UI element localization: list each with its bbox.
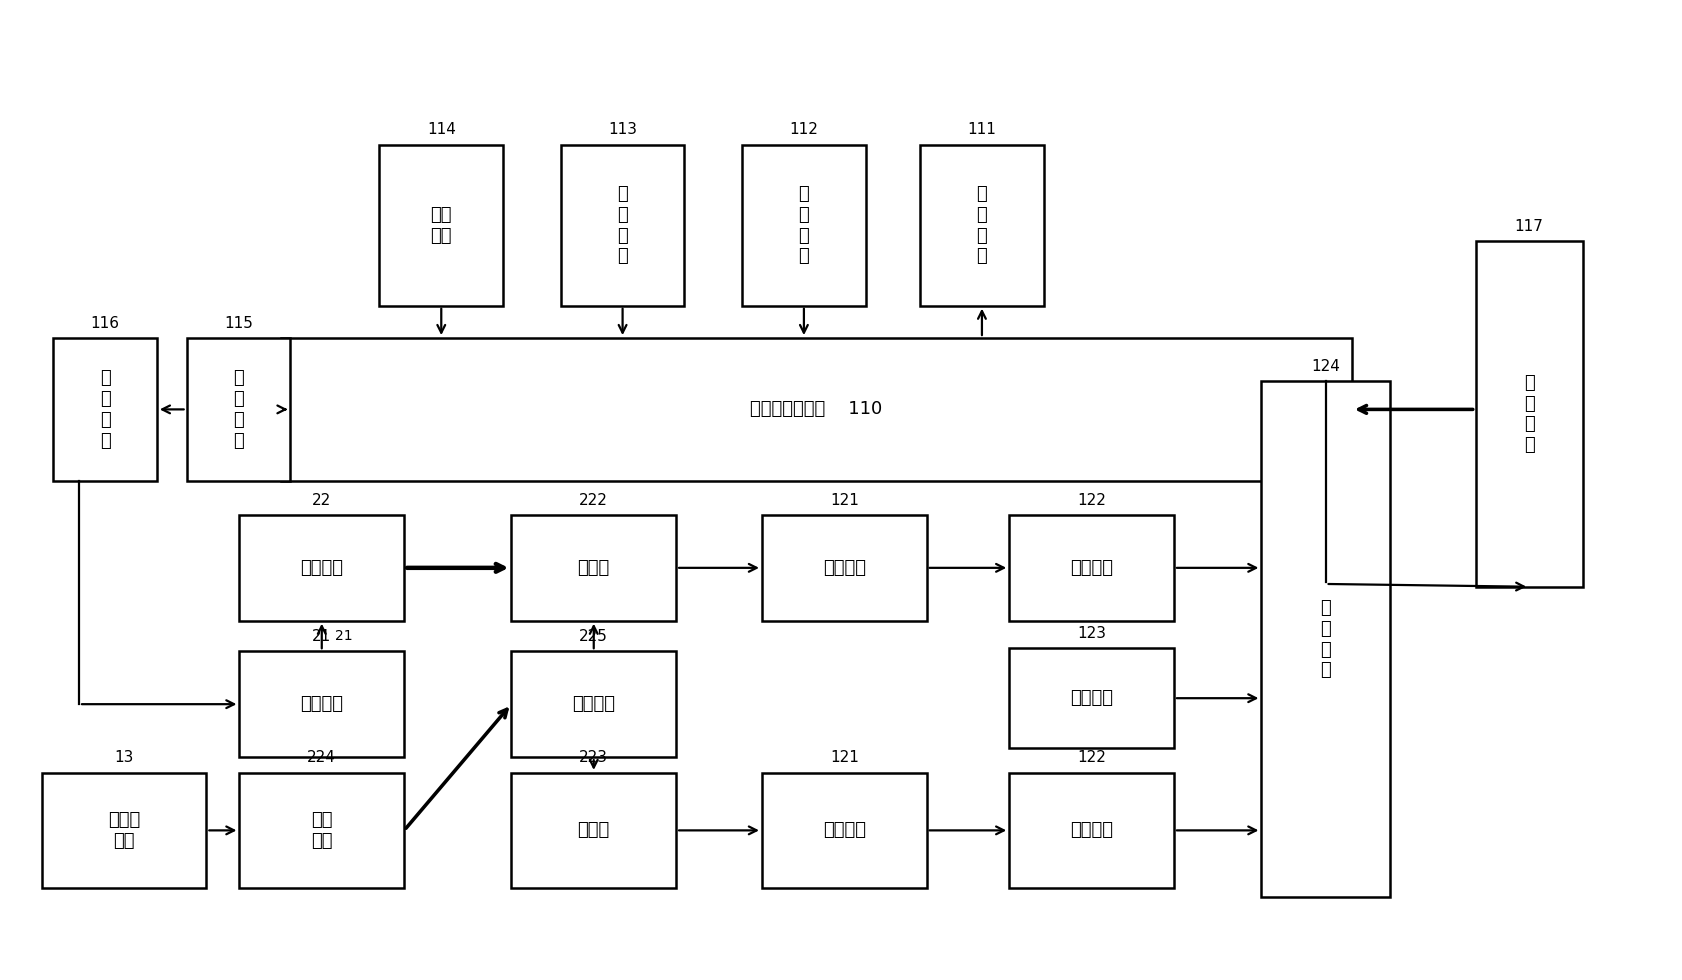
Text: 滤波电路: 滤波电路	[822, 821, 866, 840]
Text: 224: 224	[308, 751, 336, 765]
Text: 旋转磁场: 旋转磁场	[572, 695, 616, 713]
Bar	[54, 338, 156, 481]
Text: 驱
动
电
路: 驱 动 电 路	[234, 369, 244, 450]
Bar	[1475, 241, 1583, 587]
Text: 数控系统单片机    110: 数控系统单片机 110	[750, 401, 883, 418]
Bar	[511, 514, 676, 620]
Bar	[1262, 381, 1389, 897]
Text: 121: 121	[829, 751, 860, 765]
Bar	[920, 145, 1045, 306]
Bar	[762, 773, 927, 888]
Bar	[42, 773, 207, 888]
Text: 121: 121	[829, 493, 860, 508]
Text: 122: 122	[1076, 493, 1107, 508]
Text: 键
盘
电
路: 键 盘 电 路	[799, 185, 809, 266]
Bar	[762, 514, 927, 620]
Bar	[511, 773, 676, 888]
Bar	[511, 651, 676, 758]
Text: 定子
绕组: 定子 绕组	[311, 811, 333, 850]
Bar	[281, 338, 1352, 481]
Bar	[380, 145, 503, 306]
Text: 225: 225	[579, 629, 609, 644]
Bar	[239, 514, 404, 620]
Text: 复位
电路: 复位 电路	[431, 206, 452, 245]
Bar	[1009, 514, 1174, 620]
Text: 串
口
电
路: 串 口 电 路	[1524, 373, 1534, 454]
Text: 放大电路: 放大电路	[1070, 559, 1113, 577]
Text: 115: 115	[224, 316, 252, 330]
Text: 123: 123	[1076, 626, 1107, 641]
Bar	[239, 773, 404, 888]
Text: 高频时钟: 高频时钟	[1070, 689, 1113, 708]
Text: 传感器
电源: 传感器 电源	[108, 811, 140, 850]
Text: 比
相
电
路: 比 相 电 路	[1320, 599, 1330, 679]
Text: 112: 112	[789, 122, 819, 137]
Text: 113: 113	[609, 122, 637, 137]
Text: 111: 111	[967, 122, 996, 137]
Text: 124: 124	[1312, 359, 1341, 374]
Bar	[1009, 773, 1174, 888]
Text: 定测头: 定测头	[577, 821, 611, 840]
Bar	[187, 338, 291, 481]
Text: 电
源
电
路: 电 源 电 路	[617, 185, 627, 266]
Text: 117: 117	[1515, 219, 1544, 234]
Text: 机械转台: 机械转台	[301, 559, 343, 577]
Text: 动测头: 动测头	[577, 559, 611, 577]
Bar	[560, 145, 685, 306]
Text: 223: 223	[579, 751, 609, 765]
Text: 21: 21	[335, 629, 353, 643]
Text: 13: 13	[114, 751, 133, 765]
Bar	[239, 651, 404, 758]
Text: 21: 21	[313, 629, 331, 644]
Text: 22: 22	[313, 493, 331, 508]
Bar	[742, 145, 866, 306]
Text: 细
分
电
路: 细 分 电 路	[99, 369, 111, 450]
Text: 滤波电路: 滤波电路	[822, 559, 866, 577]
Text: 116: 116	[91, 316, 119, 330]
Text: 放大电路: 放大电路	[1070, 821, 1113, 840]
Text: 显
示
电
路: 显 示 电 路	[977, 185, 987, 266]
Text: 122: 122	[1076, 751, 1107, 765]
Bar	[1009, 649, 1174, 748]
Text: 222: 222	[579, 493, 609, 508]
Text: 步进电机: 步进电机	[301, 695, 343, 713]
Text: 114: 114	[427, 122, 456, 137]
